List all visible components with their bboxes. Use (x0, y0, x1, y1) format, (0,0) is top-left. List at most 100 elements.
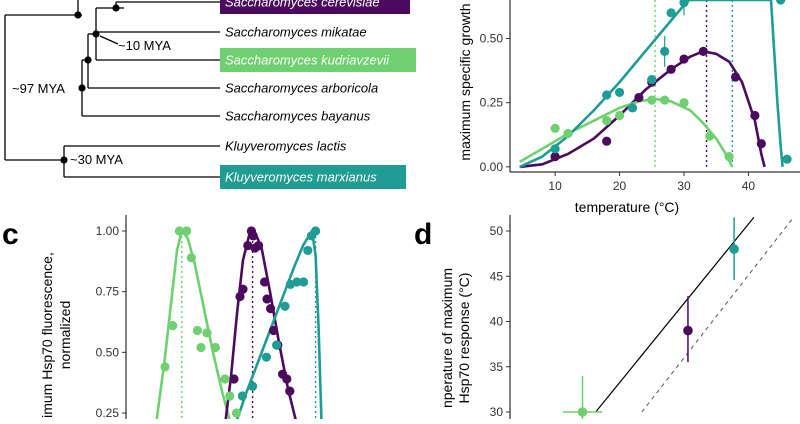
panel-label-d: d (414, 218, 432, 251)
species-highlight-box (220, 48, 416, 72)
y-tick-label: 0.25 (480, 96, 504, 110)
growth-data-point (550, 144, 560, 154)
growth-data-point (550, 151, 560, 162)
growth-data-point (563, 128, 573, 139)
species-label: Kluyveromyces lactis (225, 139, 347, 154)
x-tick-label: 10 (548, 179, 562, 193)
growth-data-point (627, 103, 638, 113)
species-label: Saccharomyces cerevisiae (225, 0, 380, 10)
growth-data-point (602, 136, 612, 146)
divergence-label: ~10 MYA (118, 38, 171, 53)
hsp70-data-point (225, 391, 235, 401)
hsp70-data-point (292, 277, 302, 287)
hsp70-data-point (303, 245, 313, 256)
hsp70-fit-curve (234, 227, 323, 424)
hsp70-data-point (235, 291, 245, 302)
growth-data-point (782, 154, 792, 164)
growth-data-point (634, 92, 644, 103)
hsp70-data-point (210, 342, 220, 353)
growth-data-point (679, 54, 689, 64)
hsp70-data-point (237, 391, 247, 401)
species-highlight-box (220, 165, 406, 189)
growth-fit-curve (519, 49, 766, 169)
hsp70-data-point (160, 362, 170, 372)
growth-data-point (666, 64, 676, 74)
hsp70-data-point (243, 240, 253, 251)
y-tick-label: 0.50 (96, 345, 120, 359)
hsp70-data-point (192, 325, 202, 336)
hsp70-data-point (282, 374, 292, 384)
optimum-data-point (577, 407, 588, 417)
x-tick-label: 40 (742, 179, 756, 193)
growth-data-point (750, 110, 760, 121)
growth-data-point (666, 8, 676, 18)
y-tick-label: 1.00 (96, 224, 120, 238)
hsp70-data-point (272, 340, 282, 350)
hsp70-data-point (174, 226, 184, 236)
hsp70-data-point (220, 374, 230, 384)
growth-data-point (705, 131, 715, 141)
hsp70-data-point (299, 277, 309, 287)
hsp70-data-point (182, 226, 192, 236)
hsp70-data-point (311, 226, 321, 236)
hsp70-data-point (260, 277, 270, 287)
panel-c-y-axis-label-line2: normalized (57, 301, 73, 369)
panel-c-y-axis-label-line1: imum Hsp70 fluorescence, (39, 252, 55, 418)
growth-data-point (660, 95, 670, 105)
y-tick-label: 0.00 (480, 160, 504, 174)
species-labels: Saccharomyces cerevisiae Saccharomyces mi… (12, 0, 416, 189)
y-tick-label: 30 (490, 405, 504, 419)
y-tick-label: 0.25 (96, 406, 120, 419)
phylogenetic-tree (4, 0, 220, 178)
species-label: Saccharomyces arboricola (225, 81, 378, 96)
hsp70-data-point (202, 328, 212, 338)
y-tick-label: 40 (490, 315, 504, 329)
hsp70-data-point (231, 408, 241, 418)
growth-data-point (756, 139, 766, 149)
y-tick-label: 50 (490, 224, 504, 238)
hsp70-data-point (196, 342, 206, 353)
y-tick-label: 0.50 (480, 32, 504, 46)
growth-data-point (602, 90, 612, 100)
x-tick-label: 30 (677, 179, 691, 193)
hsp70-data-point (269, 325, 279, 336)
panel-b-x-axis-label: temperature (°C) (575, 199, 679, 215)
growth-data-point (614, 87, 625, 98)
regression-line (595, 217, 755, 413)
divergence-label: ~97 MYA (12, 81, 65, 96)
identity-line (641, 217, 794, 413)
hsp70-data-point (285, 386, 295, 396)
hsp70-data-point (266, 304, 276, 314)
hsp70-data-point (248, 231, 258, 241)
growth-data-point (647, 74, 657, 85)
panel-b-growth-chart: 10 20 30 40 0.00 0.25 0.50 temperature (°C) ma… (457, 0, 800, 215)
growth-data-point (679, 98, 689, 108)
species-highlight-box (220, 0, 410, 14)
growth-data-point (550, 123, 560, 133)
panel-d-y-axis-label-line1: nperature of maximum (439, 268, 455, 408)
hsp70-data-point (262, 294, 272, 304)
growth-data-point (647, 95, 657, 105)
hsp70-data-point (261, 352, 271, 362)
y-tick-label: 45 (490, 269, 504, 283)
growth-data-point (730, 72, 741, 82)
panel-b-y-axis-label: maximum specific growth (457, 3, 473, 160)
hsp70-fit-curve (154, 228, 233, 424)
panel-d-y-axis-label-line2: Hsp70 response (°C) (456, 273, 472, 404)
panel-d-optimum-chart: 30 35 40 45 50 nperature of maximum Hsp70 re… (414, 215, 794, 424)
growth-data-point (614, 110, 625, 121)
species-label: Saccharomyces bayanus (225, 109, 371, 124)
panel-label-c: c (2, 218, 19, 251)
panel-c-hsp70-chart: 0.25 0.50 0.75 1.00 imum Hsp70 fluorescence… (2, 215, 323, 424)
species-label: Kluyveromyces marxianus (225, 170, 377, 185)
y-tick-label: 35 (490, 360, 504, 374)
species-label: Saccharomyces mikatae (225, 25, 367, 40)
hsp70-data-point (168, 321, 178, 331)
y-tick-label: 0.75 (96, 285, 120, 299)
growth-fit-curve (519, 0, 784, 169)
growth-data-point (724, 151, 734, 162)
hsp70-data-point (280, 301, 290, 311)
hsp70-data-point (254, 240, 264, 251)
